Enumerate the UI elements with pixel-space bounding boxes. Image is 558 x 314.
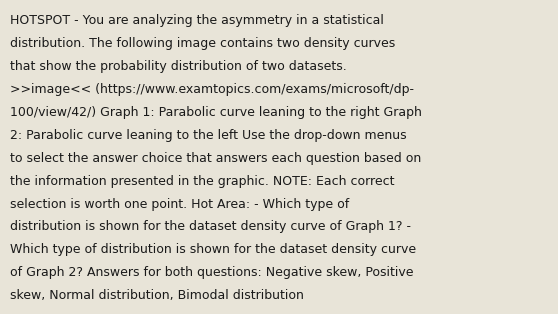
- Text: 100/view/42/) Graph 1: Parabolic curve leaning to the right Graph: 100/view/42/) Graph 1: Parabolic curve l…: [10, 106, 422, 119]
- Text: distribution is shown for the dataset density curve of Graph 1? -: distribution is shown for the dataset de…: [10, 220, 411, 233]
- Text: of Graph 2? Answers for both questions: Negative skew, Positive: of Graph 2? Answers for both questions: …: [10, 266, 413, 279]
- Text: 2: Parabolic curve leaning to the left Use the drop-down menus: 2: Parabolic curve leaning to the left U…: [10, 129, 407, 142]
- Text: skew, Normal distribution, Bimodal distribution: skew, Normal distribution, Bimodal distr…: [10, 289, 304, 302]
- Text: that show the probability distribution of two datasets.: that show the probability distribution o…: [10, 60, 347, 73]
- Text: distribution. The following image contains two density curves: distribution. The following image contai…: [10, 37, 395, 50]
- Text: >>image<< (https://www.examtopics.com/exams/microsoft/dp-: >>image<< (https://www.examtopics.com/ex…: [10, 83, 414, 96]
- Text: selection is worth one point. Hot Area: - Which type of: selection is worth one point. Hot Area: …: [10, 198, 349, 210]
- Text: Which type of distribution is shown for the dataset density curve: Which type of distribution is shown for …: [10, 243, 416, 256]
- Text: HOTSPOT - You are analyzing the asymmetry in a statistical: HOTSPOT - You are analyzing the asymmetr…: [10, 14, 384, 27]
- Text: the information presented in the graphic. NOTE: Each correct: the information presented in the graphic…: [10, 175, 395, 187]
- Text: to select the answer choice that answers each question based on: to select the answer choice that answers…: [10, 152, 421, 165]
